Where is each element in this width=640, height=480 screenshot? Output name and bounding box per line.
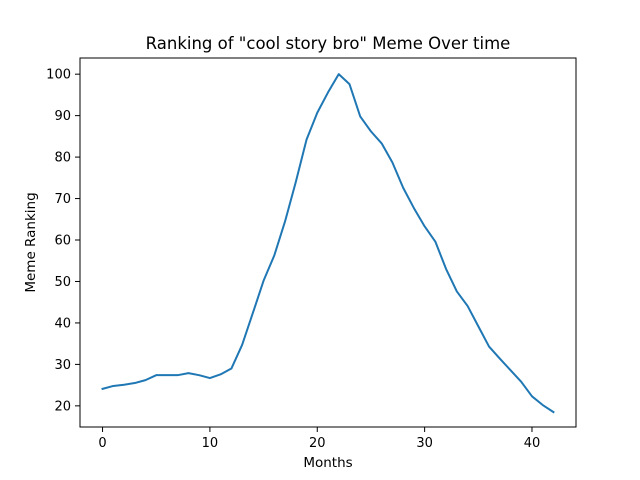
chart-title: Ranking of "cool story bro" Meme Over ti…: [146, 34, 511, 53]
x-tick-label: 10: [202, 436, 219, 451]
x-axis-label: Months: [303, 455, 352, 471]
x-tick-label: 40: [524, 436, 541, 451]
y-tick-label: 70: [54, 192, 71, 207]
y-tick-label: 20: [54, 399, 71, 414]
x-axis: 0 10 20 30 40: [98, 427, 540, 451]
series-line: [101, 73, 555, 414]
x-tick-label: 30: [416, 436, 433, 451]
y-tick-label: 30: [54, 358, 71, 373]
x-tick-label: 20: [309, 436, 326, 451]
y-axis-label: Meme Ranking: [23, 192, 39, 292]
x-tick-label: 0: [98, 436, 106, 451]
y-tick-label: 90: [54, 109, 71, 124]
y-axis: 20 30 40 50 60 70 80 90 100: [46, 68, 80, 414]
y-tick-label: 50: [54, 275, 71, 290]
y-tick-label: 60: [54, 234, 71, 249]
y-tick-label: 40: [54, 316, 71, 331]
plot-frame: [79, 57, 577, 428]
plot-area: [79, 57, 577, 428]
y-tick-label: 100: [46, 68, 71, 83]
y-tick-label: 80: [54, 151, 71, 166]
